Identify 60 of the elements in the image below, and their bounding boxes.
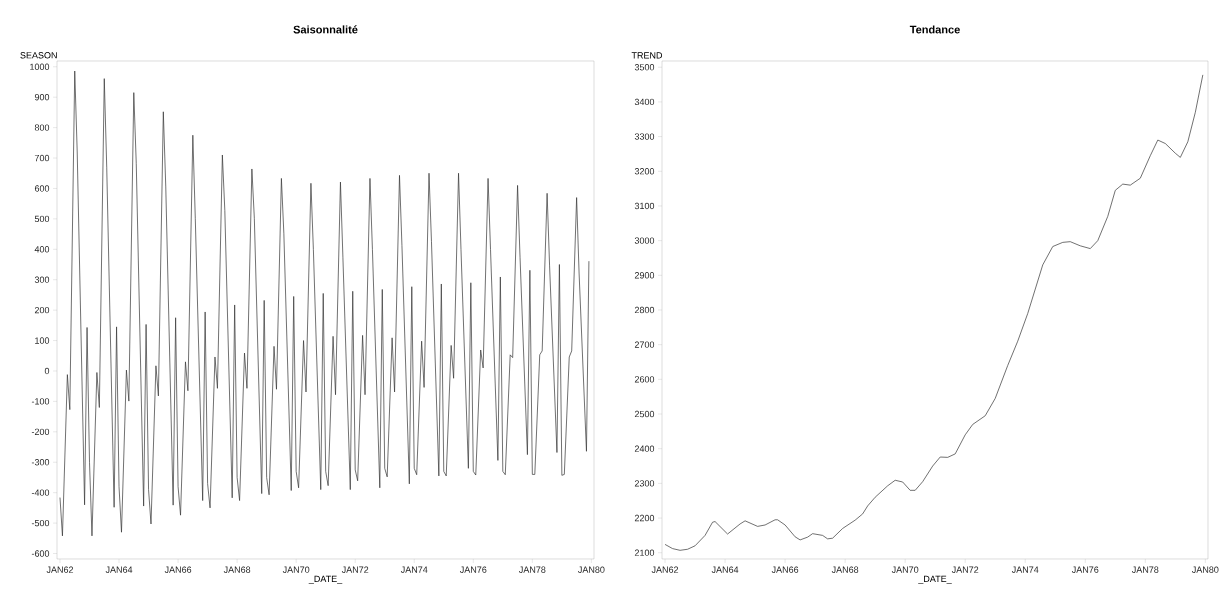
y-tick-label: -100 <box>31 398 50 405</box>
y-axis-title: TREND <box>631 52 663 59</box>
x-tick-label: JAN76 <box>459 566 487 573</box>
y-tick-label: 1000 <box>30 63 50 70</box>
y-tick-label: -600 <box>31 550 50 557</box>
x-tick-label: JAN74 <box>400 566 428 573</box>
y-tick-label: 200 <box>34 306 50 314</box>
y-tick-label: 3500 <box>634 64 655 71</box>
y-tick-label: 400 <box>34 246 50 253</box>
y-tick-label: 800 <box>34 124 50 131</box>
x-tick-label: JAN76 <box>1071 566 1099 573</box>
x-tick-label: JAN78 <box>1131 566 1159 573</box>
x-tick-label: JAN74 <box>1011 566 1039 573</box>
line-series <box>664 74 1204 551</box>
y-tick-label: 700 <box>34 154 50 162</box>
x-tick-label: JAN68 <box>831 566 859 573</box>
y-tick-label: 2900 <box>634 272 655 279</box>
x-tick-label: JAN66 <box>164 566 192 573</box>
y-tick-label: 2400 <box>634 445 655 452</box>
y-tick-label: -400 <box>31 489 50 496</box>
y-tick-label: 0 <box>44 367 50 375</box>
x-axis-title: _DATE_ <box>308 575 343 584</box>
y-tick-label: 2100 <box>634 549 655 556</box>
y-tick-label: 900 <box>34 94 50 101</box>
x-tick-label: JAN68 <box>223 566 251 573</box>
y-tick-label: 2600 <box>634 376 655 383</box>
y-tick-label: 2300 <box>634 480 655 487</box>
y-tick-label: 100 <box>35 337 50 344</box>
x-tick-label: JAN78 <box>518 566 546 573</box>
chart-title: Tendance <box>909 25 960 34</box>
x-tick-label: JAN72 <box>341 566 369 573</box>
y-tick-label: 2800 <box>634 306 655 314</box>
x-tick-label: JAN72 <box>951 566 979 573</box>
y-tick-label: -300 <box>31 459 50 466</box>
y-tick-label: 3100 <box>634 202 655 210</box>
y-tick-label: 2700 <box>634 341 655 348</box>
y-tick-label: 2500 <box>634 410 655 418</box>
x-axis-title: _DATE_ <box>918 575 952 584</box>
y-tick-label: 500 <box>34 215 50 223</box>
y-tick-label: 3400 <box>634 98 655 106</box>
x-tick-label: JAN64 <box>105 566 133 573</box>
x-tick-label: JAN62 <box>46 566 74 573</box>
y-tick-label: 3300 <box>634 133 655 140</box>
x-tick-label: JAN80 <box>578 566 605 573</box>
x-tick-label: JAN66 <box>771 566 799 573</box>
y-tick-label: -200 <box>31 428 50 436</box>
x-tick-label: JAN64 <box>711 566 739 573</box>
y-tick-label: 3200 <box>634 168 655 175</box>
y-tick-label: 2200 <box>634 514 655 522</box>
y-axis-title: SEASON <box>20 52 57 59</box>
x-tick-label: JAN70 <box>891 566 919 573</box>
chart-title: Saisonnalité <box>293 25 358 34</box>
y-tick-label: 300 <box>34 276 50 283</box>
x-tick-label: JAN70 <box>282 566 310 573</box>
x-tick-label: JAN80 <box>1191 566 1219 573</box>
y-tick-label: -500 <box>31 519 50 527</box>
y-tick-label: 3000 <box>634 237 655 244</box>
x-tick-label: JAN62 <box>651 566 679 573</box>
y-tick-label: 600 <box>34 185 50 192</box>
line-series <box>59 70 590 537</box>
